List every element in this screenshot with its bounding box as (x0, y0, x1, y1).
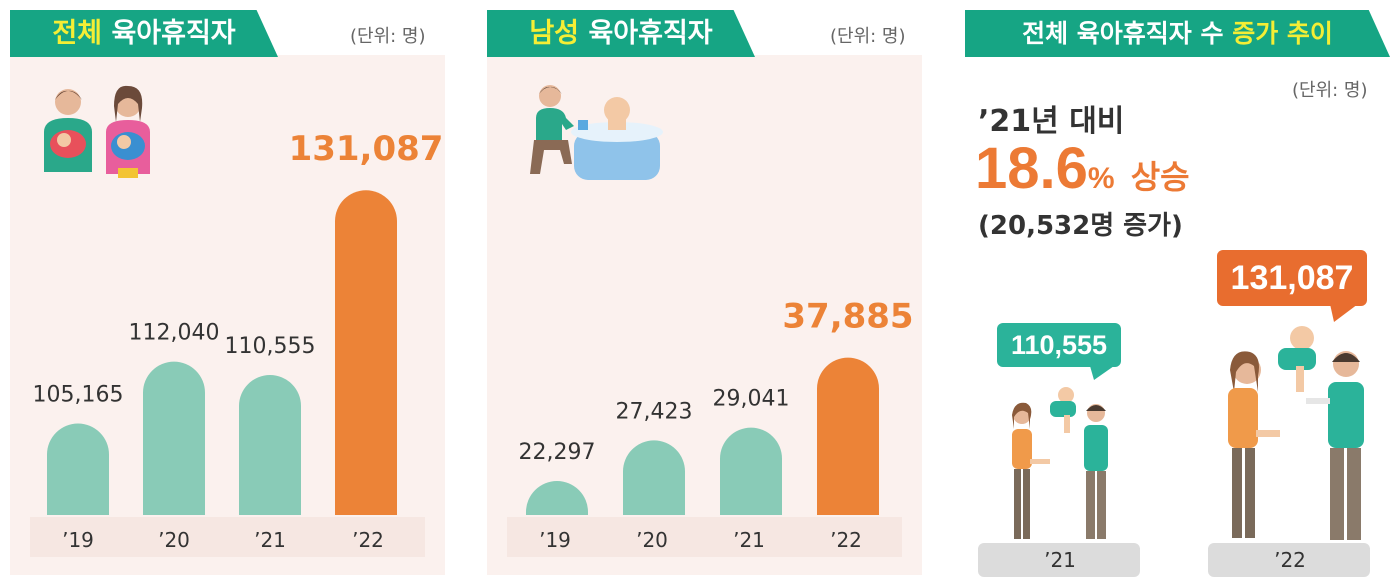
unit-label-trend: (단위: 명) (1292, 80, 1368, 101)
bubble-2021-value: 110,555 (997, 323, 1121, 367)
family-figure-small (1012, 387, 1108, 539)
x-tick-label: ’20 (636, 528, 668, 552)
value-label: 110,555 (225, 334, 316, 359)
summary-percent-line: 18.6% 상승 (975, 138, 1190, 210)
tab-total-highlight: 전체 (52, 18, 103, 49)
bar-21 (239, 375, 301, 515)
x-tick-label: ’19 (62, 528, 94, 552)
bar-20 (623, 440, 685, 515)
base-2021 (978, 543, 1140, 577)
x-tick-label: ’22 (830, 528, 862, 552)
tab-male-label: 육아휴직자 (588, 18, 713, 49)
bar-22 (335, 190, 397, 515)
unit-label-total: (단위: 명) (350, 26, 426, 47)
x-tick-label: ’21 (254, 528, 286, 552)
bar-20 (143, 361, 205, 515)
unit-label-male: (단위: 명) (830, 26, 906, 47)
bubble-2021-tail (1090, 366, 1114, 380)
tab-total: 전체 육아휴직자 (10, 10, 278, 57)
summary-increase-line: (20,532명 증가) (978, 211, 1183, 241)
tab-male-highlight: 남성 (529, 18, 580, 49)
summary-comparison-line: ’21년 대비 (978, 104, 1125, 139)
base-2021-label: ’21 (1044, 548, 1076, 572)
x-tick-label: ’21 (733, 528, 765, 552)
base-2022-label: ’22 (1274, 548, 1306, 572)
bar-19 (47, 423, 109, 515)
tab-total-label: 육아휴직자 (111, 18, 236, 49)
value-label: 22,297 (519, 440, 596, 465)
value-label: 105,165 (33, 383, 124, 408)
value-label: 131,087 (289, 129, 444, 169)
value-label: 27,423 (616, 399, 693, 424)
tab-trend: 전체 육아휴직자 수 증가 추이 (965, 10, 1390, 57)
bar-19 (526, 480, 588, 515)
x-tick-label: ’20 (158, 528, 190, 552)
x-axis-bar-total (30, 517, 425, 557)
base-2022 (1208, 543, 1370, 577)
bubble-2022-tail (1330, 304, 1358, 322)
value-label: 29,041 (713, 387, 790, 412)
value-label: 37,885 (782, 297, 913, 337)
father-bathing-baby-icon (530, 85, 663, 180)
bubble-2022-value: 131,087 (1217, 250, 1367, 306)
parents-holding-babies-icon (44, 85, 150, 178)
x-tick-label: ’22 (352, 528, 384, 552)
bar-22 (817, 357, 879, 515)
tab-male: 남성 육아휴직자 (487, 10, 755, 57)
x-axis-bar-male (507, 517, 902, 557)
tab-trend-label: 전체 육아휴직자 수 (1022, 19, 1224, 48)
bar-21 (720, 427, 782, 515)
value-label: 112,040 (129, 321, 220, 346)
summary-percent-sign: % (1087, 162, 1115, 195)
tab-trend-highlight: 증가 추이 (1232, 19, 1333, 48)
x-tick-label: ’19 (539, 528, 571, 552)
summary-percent-value: 18.6 (975, 136, 1088, 201)
chart-male-svg: 22,297 27,423 29,041 37,885 (519, 297, 914, 515)
summary-rise-word: 상승 (1130, 158, 1190, 196)
family-figure-large (1228, 326, 1364, 540)
